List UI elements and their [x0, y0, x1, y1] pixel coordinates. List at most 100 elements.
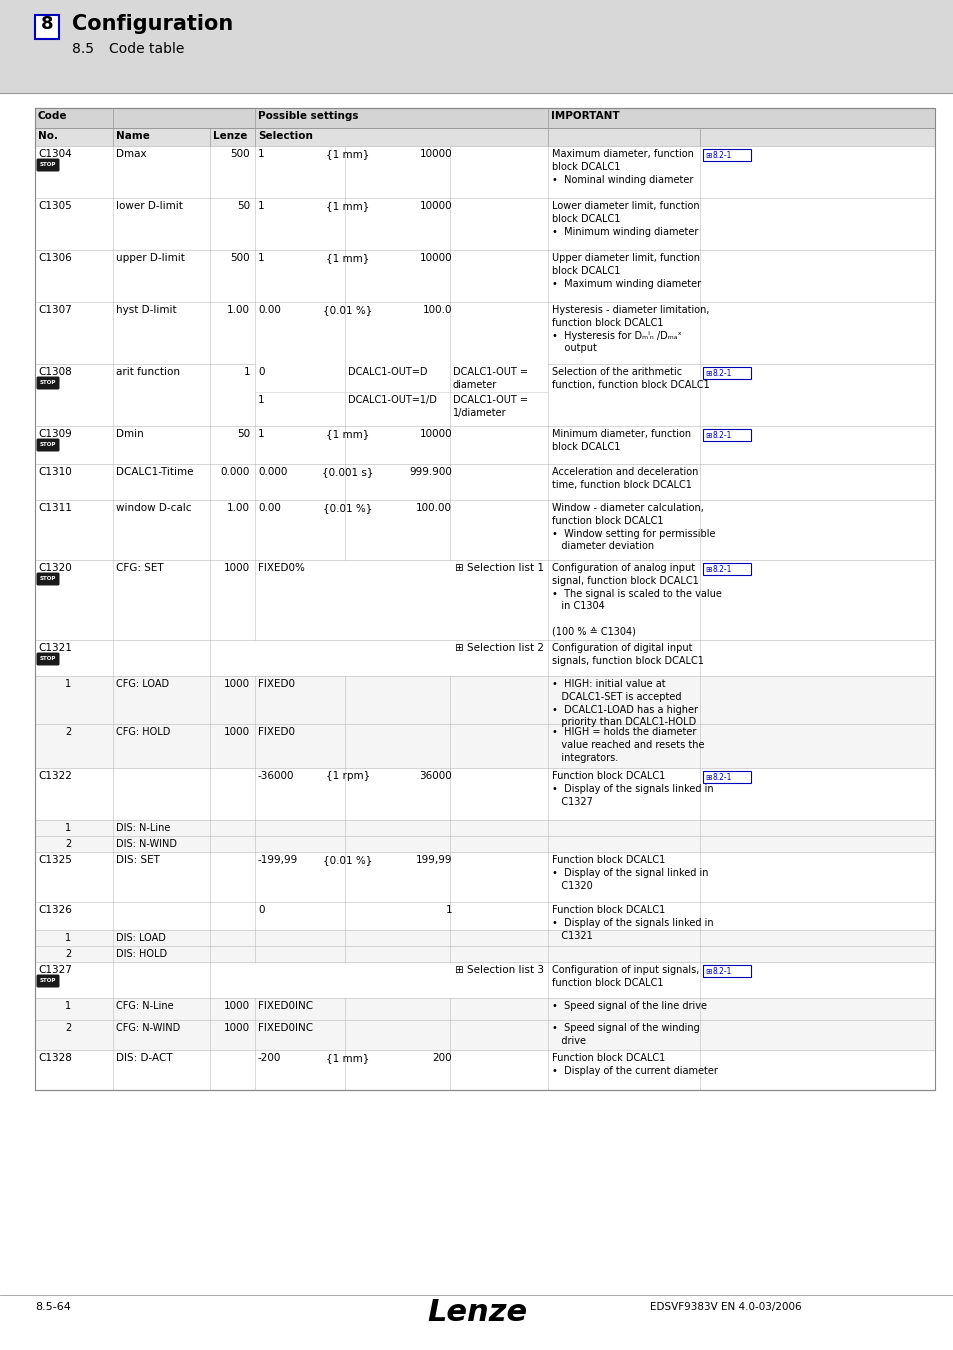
- Text: C1310: C1310: [38, 467, 71, 477]
- Text: window D-calc: window D-calc: [116, 504, 192, 513]
- Text: {0.01 %}: {0.01 %}: [323, 504, 373, 513]
- Text: Configuration of analog input
signal, function block DCALC1
•  The signal is sca: Configuration of analog input signal, fu…: [552, 563, 721, 637]
- Text: 8.2-1: 8.2-1: [712, 967, 732, 976]
- Text: 10000: 10000: [419, 429, 452, 439]
- Text: 0.00: 0.00: [257, 504, 280, 513]
- Text: CFG: N-Line: CFG: N-Line: [116, 1000, 173, 1011]
- Text: 1: 1: [257, 429, 264, 439]
- Bar: [35, 108, 934, 128]
- Text: ⊞: ⊞: [704, 772, 711, 782]
- Text: Window - diameter calculation,
function block DCALC1
•  Window setting for permi: Window - diameter calculation, function …: [552, 504, 715, 551]
- Text: DIS: HOLD: DIS: HOLD: [116, 949, 167, 958]
- Text: 50: 50: [236, 429, 250, 439]
- Text: 500: 500: [230, 252, 250, 263]
- FancyBboxPatch shape: [36, 572, 59, 586]
- Text: STOP: STOP: [40, 576, 56, 582]
- Text: Configuration: Configuration: [71, 14, 233, 34]
- Text: 8: 8: [41, 15, 53, 32]
- Bar: [35, 640, 934, 676]
- Text: 0: 0: [257, 367, 264, 377]
- Text: DIS: N-Line: DIS: N-Line: [116, 824, 171, 833]
- Text: ⊞ Selection list 1: ⊞ Selection list 1: [455, 563, 543, 572]
- Text: 200: 200: [432, 1053, 452, 1062]
- Text: C1309: C1309: [38, 429, 71, 439]
- Text: C1327: C1327: [38, 965, 71, 975]
- Bar: [35, 464, 934, 500]
- Text: CFG: LOAD: CFG: LOAD: [116, 679, 169, 688]
- Bar: [35, 128, 934, 146]
- Text: 1000: 1000: [224, 1000, 250, 1011]
- Bar: [35, 250, 934, 302]
- Text: Acceleration and deceleration
time, function block DCALC1: Acceleration and deceleration time, func…: [552, 467, 698, 490]
- Text: Possible settings: Possible settings: [257, 111, 358, 122]
- Bar: [35, 1050, 934, 1089]
- Text: •  Speed signal of the winding
   drive: • Speed signal of the winding drive: [552, 1023, 699, 1046]
- Text: Lenze: Lenze: [213, 131, 247, 140]
- Text: ⊞: ⊞: [704, 369, 711, 378]
- Text: FIXED0: FIXED0: [257, 728, 294, 737]
- Text: DCALC1-OUT =
diameter: DCALC1-OUT = diameter: [453, 367, 527, 390]
- Text: FIXED0: FIXED0: [257, 679, 294, 688]
- Text: 999.900: 999.900: [409, 467, 452, 477]
- Text: C1307: C1307: [38, 305, 71, 315]
- Text: {1 mm}: {1 mm}: [326, 252, 370, 263]
- Bar: [35, 963, 934, 998]
- Text: Function block DCALC1
•  Display of the signals linked in
   C1327: Function block DCALC1 • Display of the s…: [552, 771, 713, 806]
- Text: 8.5-64: 8.5-64: [35, 1301, 71, 1312]
- Bar: [702, 965, 750, 977]
- Text: 8.2-1: 8.2-1: [712, 564, 732, 574]
- Bar: [702, 771, 750, 783]
- Text: 500: 500: [230, 148, 250, 159]
- Text: {0.01 %}: {0.01 %}: [323, 855, 373, 865]
- Text: 1: 1: [257, 148, 264, 159]
- Text: {1 mm}: {1 mm}: [326, 1053, 370, 1062]
- Text: Code table: Code table: [109, 42, 184, 55]
- Text: No.: No.: [38, 131, 58, 140]
- Text: FIXED0%: FIXED0%: [257, 563, 305, 572]
- Bar: [35, 836, 934, 852]
- Text: {0.01 %}: {0.01 %}: [323, 305, 373, 315]
- Bar: [35, 819, 934, 836]
- Text: 2: 2: [65, 728, 71, 737]
- Text: EDSVF9383V EN 4.0-03/2006: EDSVF9383V EN 4.0-03/2006: [649, 1301, 801, 1312]
- Bar: [35, 108, 934, 1089]
- Text: Upper diameter limit, function
block DCALC1
•  Maximum winding diameter: Upper diameter limit, function block DCA…: [552, 252, 700, 289]
- Text: Code: Code: [38, 111, 68, 122]
- Bar: [35, 998, 934, 1021]
- Text: Lenze: Lenze: [427, 1297, 526, 1327]
- Text: 1: 1: [65, 933, 71, 944]
- FancyBboxPatch shape: [36, 652, 59, 666]
- Text: 0.000: 0.000: [257, 467, 287, 477]
- Text: 1.00: 1.00: [227, 504, 250, 513]
- Text: DCALC1-OUT=1/D: DCALC1-OUT=1/D: [348, 396, 436, 405]
- Text: 0: 0: [257, 904, 264, 915]
- Text: DIS: LOAD: DIS: LOAD: [116, 933, 166, 944]
- Text: C1320: C1320: [38, 563, 71, 572]
- Text: 50: 50: [236, 201, 250, 211]
- Text: 1000: 1000: [224, 1023, 250, 1033]
- Text: STOP: STOP: [40, 443, 56, 447]
- Bar: [35, 560, 934, 640]
- Text: 1: 1: [243, 367, 250, 377]
- Text: -199,99: -199,99: [257, 855, 298, 865]
- Text: C1321: C1321: [38, 643, 71, 653]
- Text: C1311: C1311: [38, 504, 71, 513]
- Text: 1: 1: [257, 201, 264, 211]
- Bar: [35, 1021, 934, 1050]
- Text: 8.2-1: 8.2-1: [712, 431, 732, 440]
- Text: C1305: C1305: [38, 201, 71, 211]
- Bar: [702, 367, 750, 379]
- Text: FIXED0INC: FIXED0INC: [257, 1023, 313, 1033]
- Text: ⊞: ⊞: [704, 564, 711, 574]
- Text: 1: 1: [65, 1000, 71, 1011]
- Bar: [35, 768, 934, 819]
- Bar: [35, 427, 934, 464]
- Text: 100.0: 100.0: [422, 305, 452, 315]
- Text: hyst D-limit: hyst D-limit: [116, 305, 176, 315]
- Text: 8.5: 8.5: [71, 42, 94, 55]
- Text: 10000: 10000: [419, 252, 452, 263]
- Text: CFG: HOLD: CFG: HOLD: [116, 728, 171, 737]
- Text: ⊞: ⊞: [704, 967, 711, 976]
- Text: 0.000: 0.000: [220, 467, 250, 477]
- Text: ⊞: ⊞: [704, 150, 711, 159]
